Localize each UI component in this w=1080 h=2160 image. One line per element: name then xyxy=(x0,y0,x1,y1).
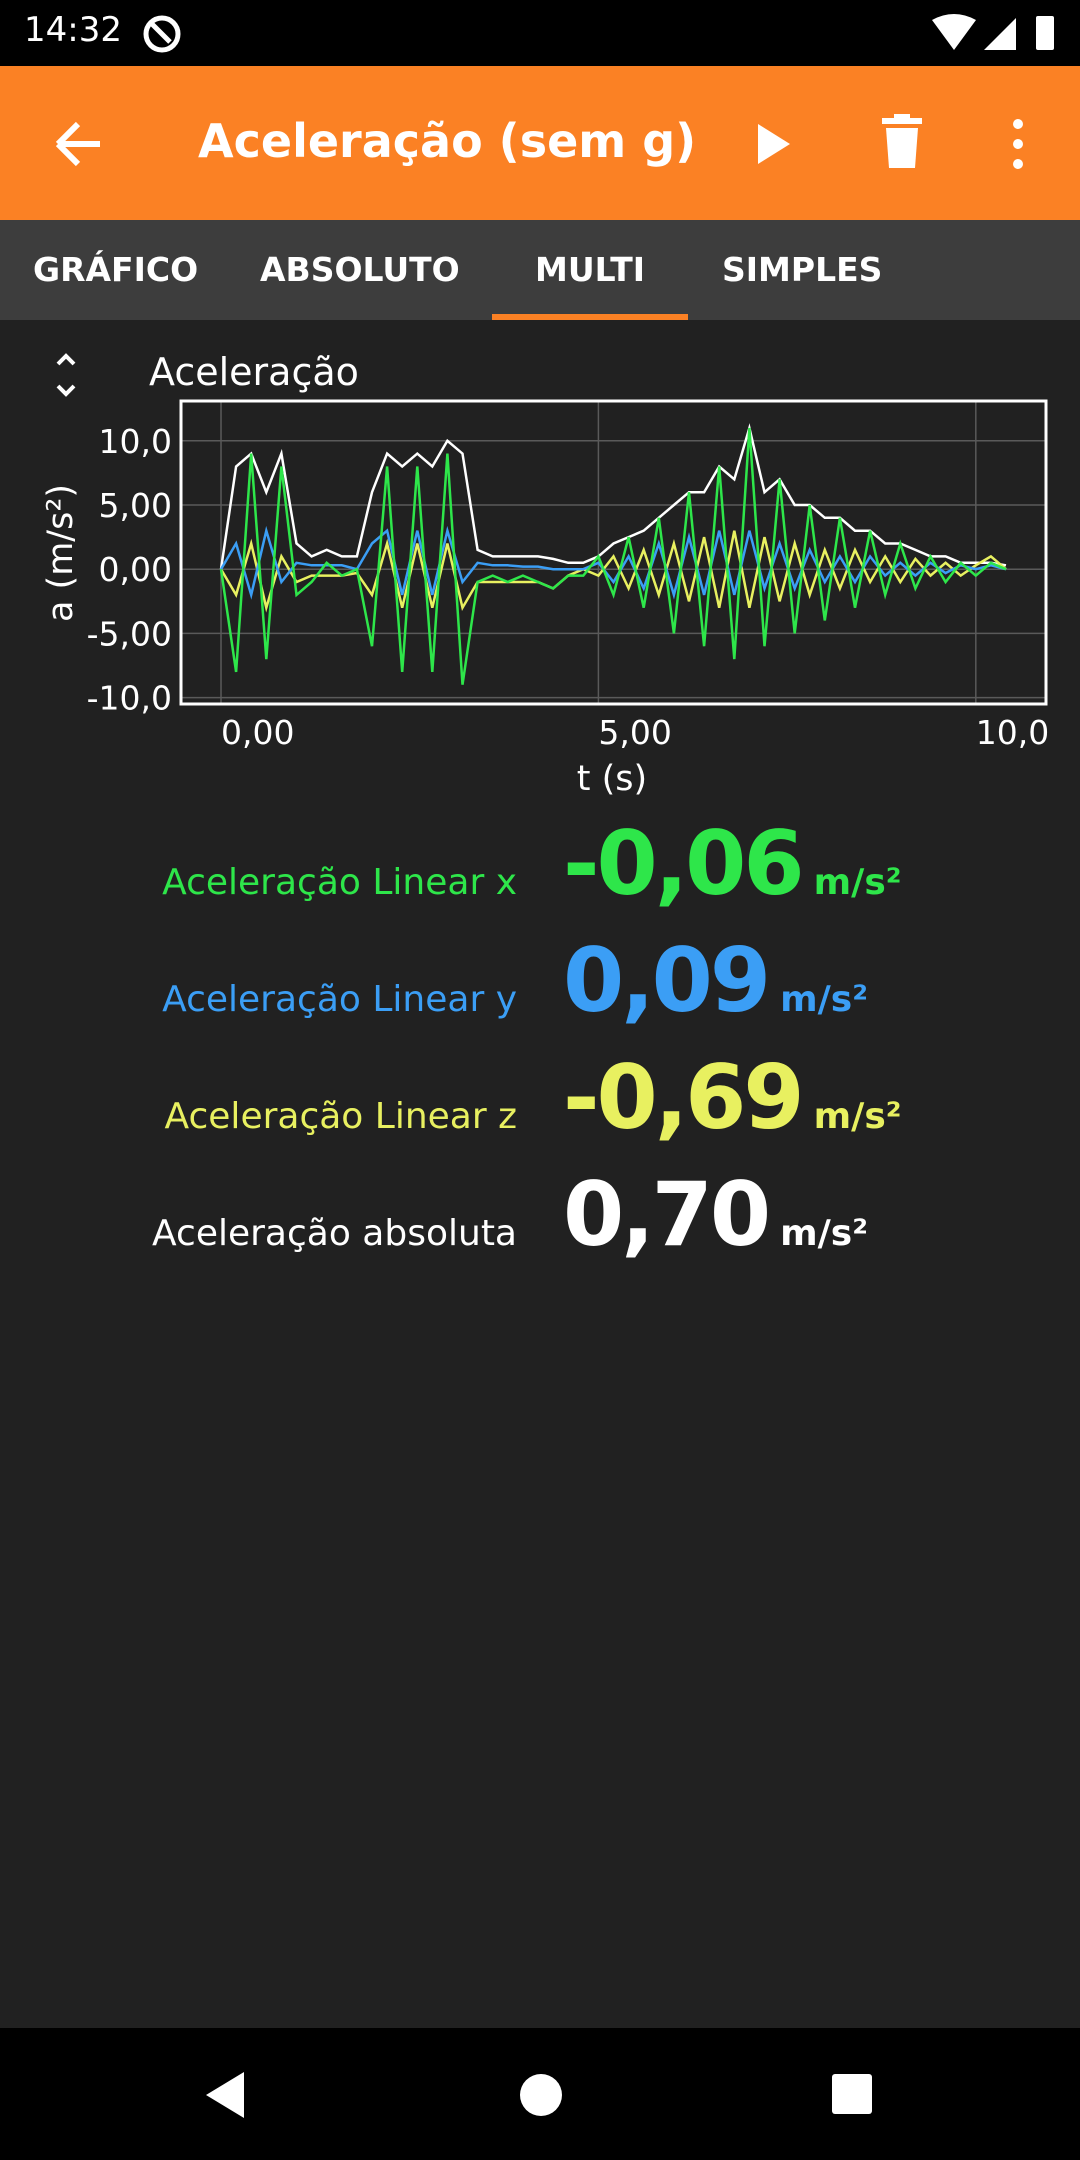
menu-button[interactable] xyxy=(1006,116,1030,172)
y-tick-label: -10,0 xyxy=(87,679,172,718)
tab[interactable]: MULTI xyxy=(535,250,645,289)
status-icons xyxy=(932,14,1054,50)
readout-value: -0,69 xyxy=(563,1046,805,1149)
tab-indicator xyxy=(492,314,688,320)
app-bar: Aceleração (sem g) xyxy=(0,66,1080,220)
x-tick-label: 0,00 xyxy=(221,713,294,752)
readout-label: Aceleração absoluta xyxy=(152,1213,517,1254)
tab[interactable]: SIMPLES xyxy=(722,250,883,289)
navigation-bar xyxy=(0,2028,1080,2160)
readout-row: Aceleração absoluta 0,70 m/s² xyxy=(0,1163,1080,1273)
readout-unit: m/s² xyxy=(780,1213,868,1254)
plot-frame xyxy=(179,399,1048,706)
nav-home[interactable] xyxy=(518,2072,564,2118)
readout-unit: m/s² xyxy=(780,979,868,1020)
app-title: Aceleração (sem g) xyxy=(198,114,697,168)
nav-back[interactable] xyxy=(200,2068,250,2122)
y-tick-label: -5,00 xyxy=(87,614,172,653)
y-tick-label: 10,0 xyxy=(99,422,172,461)
readout-value: 0,09 xyxy=(563,929,771,1032)
chart-title: Aceleração xyxy=(149,350,359,394)
y-tick-label: 5,00 xyxy=(99,486,172,525)
clock: 14:32 xyxy=(24,10,122,50)
tab[interactable]: ABSOLUTO xyxy=(260,250,460,289)
x-tick-label: 10,0 xyxy=(976,713,1049,752)
data-line xyxy=(219,423,1007,570)
readout-row: Aceleração Linear x -0,06 m/s² xyxy=(0,812,1080,922)
y-tick-label: 0,00 xyxy=(99,550,172,589)
chart: Aceleração t (s) a (m/s²) -10,0 -5,00 0,00… xyxy=(41,350,1049,799)
readout-label: Aceleração Linear y xyxy=(162,979,517,1020)
data-line xyxy=(219,427,1007,685)
status-bar: 14:32 xyxy=(0,0,1080,66)
play-button[interactable] xyxy=(754,120,794,168)
x-axis-label: t (s) xyxy=(577,759,647,799)
x-tick-label: 5,00 xyxy=(598,713,671,752)
readout-unit: m/s² xyxy=(813,1096,902,1137)
readout-row: Aceleração Linear z -0,69 m/s² xyxy=(0,1046,1080,1156)
delete-button[interactable] xyxy=(880,114,924,170)
tab[interactable]: GRÁFICO xyxy=(33,250,199,289)
data-line xyxy=(219,530,1007,613)
readout-value: 0,70 xyxy=(563,1163,771,1266)
y-axis-label: a (m/s²) xyxy=(41,484,81,622)
readout-label: Aceleração Linear z xyxy=(164,1096,518,1137)
back-button[interactable] xyxy=(50,116,106,172)
tab-bar: GRÁFICO ABSOLUTO MULTI SIMPLES xyxy=(0,220,1080,320)
data-line xyxy=(219,525,1007,600)
readout-unit: m/s² xyxy=(813,862,902,903)
status-icon xyxy=(143,15,181,53)
readout-row: Aceleração Linear y 0,09 m/s² xyxy=(0,929,1080,1039)
readout-label: Aceleração Linear x xyxy=(162,862,517,903)
readout-value: -0,06 xyxy=(563,812,805,915)
nav-recents[interactable] xyxy=(830,2072,874,2116)
expand-button[interactable] xyxy=(56,353,76,397)
